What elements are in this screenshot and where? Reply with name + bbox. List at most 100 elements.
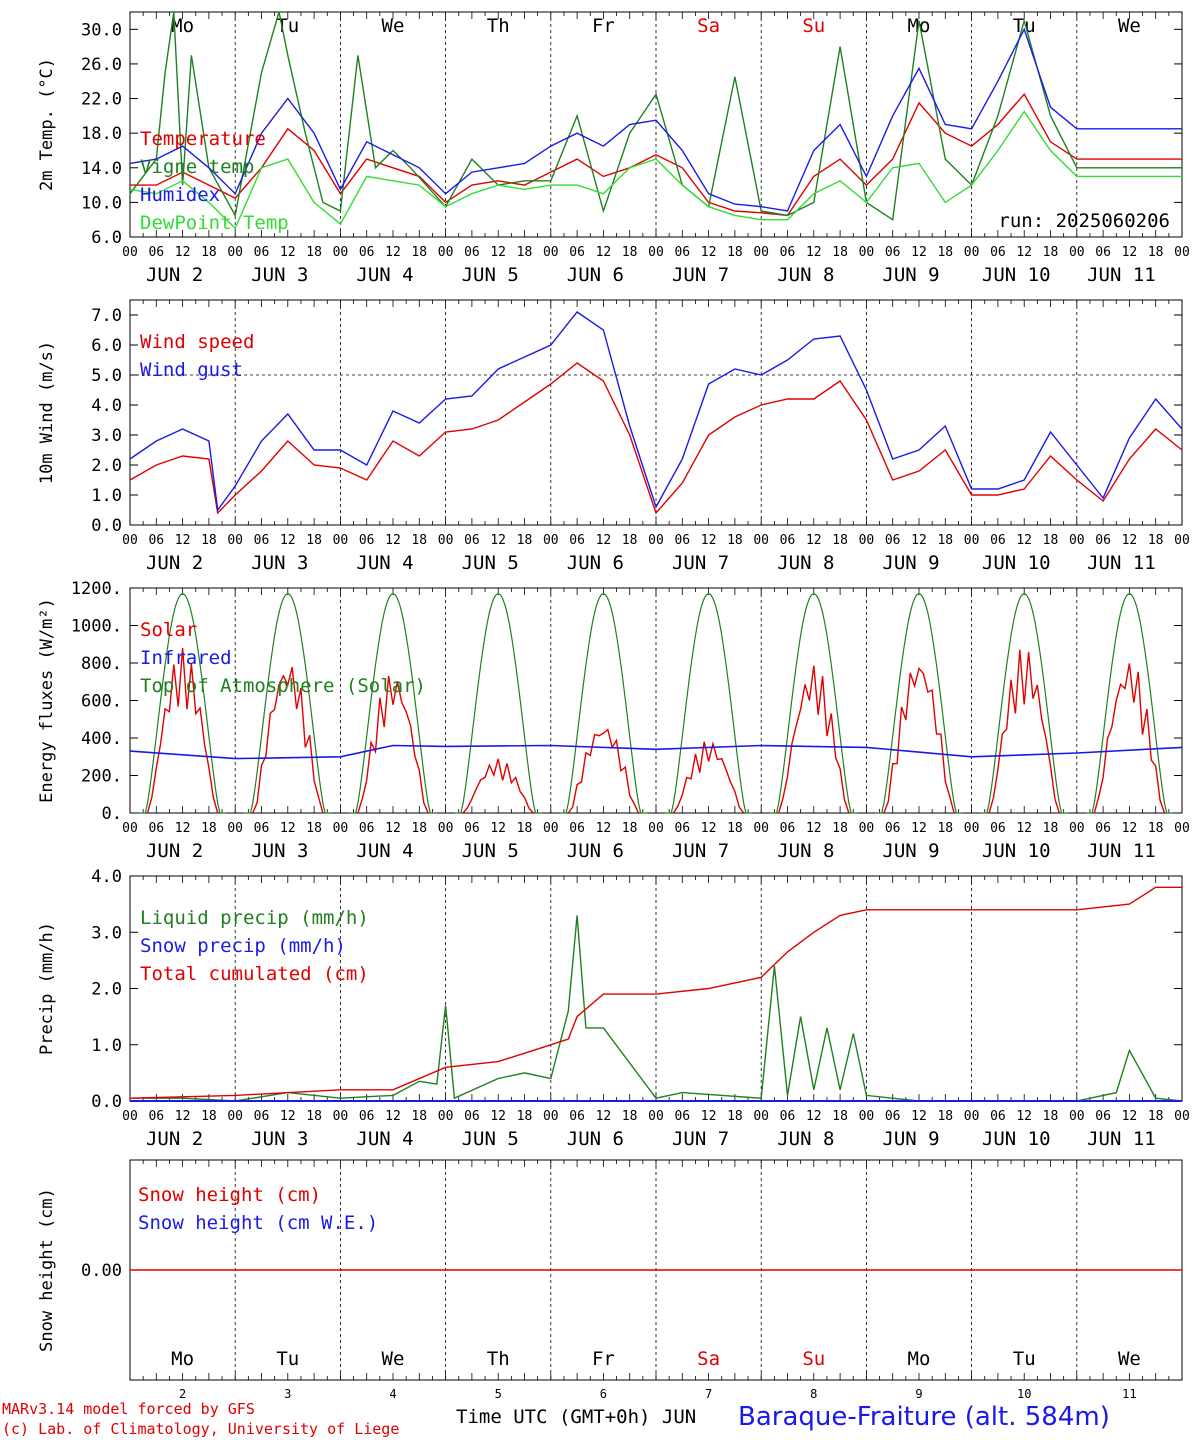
hour-tick-label: 00 [227, 245, 243, 260]
hour-tick-label: 12 [806, 821, 822, 836]
hour-tick-label: 18 [201, 1109, 217, 1124]
weekday-label: We [1118, 15, 1141, 37]
day-number-label: 6 [600, 1387, 607, 1401]
series-line-solar [462, 758, 534, 814]
weekday-label: Mo [908, 1348, 931, 1370]
y-tick-label: 0.00 [81, 1261, 122, 1281]
hour-tick-label: 00 [648, 245, 664, 260]
day-number-label: 3 [284, 1387, 291, 1401]
hour-tick-label: 18 [937, 533, 953, 548]
weekday-label: Tu [276, 15, 299, 37]
hour-tick-label: 18 [411, 245, 427, 260]
hour-tick-label: 06 [569, 245, 585, 260]
hour-tick-label: 06 [990, 1109, 1006, 1124]
hour-tick-label: 12 [490, 245, 506, 260]
date-label: JUN 6 [567, 264, 624, 286]
weekday-label: Tu [1013, 15, 1036, 37]
hour-tick-label: 12 [385, 1109, 401, 1124]
hour-tick-label: 00 [122, 821, 138, 836]
hour-tick-label: 00 [543, 1109, 559, 1124]
hour-tick-label: 06 [780, 821, 796, 836]
hour-tick-label: 18 [306, 245, 322, 260]
hour-tick-label: 18 [832, 1109, 848, 1124]
hour-tick-label: 12 [596, 533, 612, 548]
series-line-toa-solar [138, 592, 227, 814]
hour-tick-label: 06 [254, 245, 270, 260]
hour-tick-label: 18 [832, 821, 848, 836]
hour-tick-label: 00 [1174, 533, 1190, 548]
hour-tick-label: 00 [438, 533, 454, 548]
hour-tick-label: 12 [806, 533, 822, 548]
model-credit: MARv3.14 model forced by GFS [2, 1400, 255, 1418]
series-line-toa-solar [875, 592, 963, 814]
hour-tick-label: 00 [1174, 821, 1190, 836]
hour-tick-label: 18 [1043, 1109, 1059, 1124]
hour-tick-label: 06 [674, 821, 690, 836]
hour-tick-label: 00 [122, 245, 138, 260]
hour-tick-label: 12 [175, 1109, 191, 1124]
date-label: JUN 2 [146, 840, 203, 862]
hour-tick-label: 18 [306, 1109, 322, 1124]
run-label: run: 2025060206 [998, 210, 1170, 232]
legend-entry: Solar [140, 619, 197, 641]
hour-tick-label: 00 [1069, 1109, 1085, 1124]
hour-tick-label: 00 [227, 821, 243, 836]
hour-tick-label: 06 [464, 821, 480, 836]
day-number-label: 4 [389, 1387, 396, 1401]
hour-tick-label: 18 [517, 1109, 533, 1124]
hour-tick-label: 00 [753, 245, 769, 260]
date-label: JUN 10 [982, 552, 1051, 574]
hour-tick-label: 12 [1016, 245, 1032, 260]
hour-tick-label: 12 [175, 533, 191, 548]
hour-tick-label: 06 [569, 821, 585, 836]
hour-tick-label: 00 [1069, 821, 1085, 836]
hour-tick-label: 18 [1148, 821, 1164, 836]
legend-entry: Snow height (cm W.E.) [138, 1212, 378, 1234]
hour-tick-label: 12 [701, 533, 717, 548]
hour-tick-label: 06 [148, 821, 164, 836]
legend-entry: Wind gust [140, 359, 243, 381]
hour-tick-label: 00 [753, 1109, 769, 1124]
date-label: JUN 7 [672, 1128, 729, 1150]
legend-entry: Temperature [140, 128, 266, 150]
day-number-label: 7 [705, 1387, 712, 1401]
y-tick-label: 2.0 [91, 980, 122, 1000]
hour-tick-label: 18 [937, 1109, 953, 1124]
hour-tick-label: 06 [254, 533, 270, 548]
day-number-label: 11 [1122, 1387, 1136, 1401]
hour-tick-label: 18 [411, 821, 427, 836]
hour-tick-label: 00 [859, 1109, 875, 1124]
date-label: JUN 4 [356, 1128, 413, 1150]
hour-tick-label: 12 [490, 1109, 506, 1124]
y-tick-label: 1.0 [91, 486, 122, 506]
date-label: JUN 5 [462, 840, 519, 862]
y-tick-label: 6.0 [91, 336, 122, 356]
series-line-solar [357, 675, 429, 814]
hour-tick-label: 06 [254, 821, 270, 836]
hour-tick-label: 06 [148, 245, 164, 260]
hour-tick-label: 06 [359, 245, 375, 260]
y-axis-label: Energy fluxes (W/m²) [37, 598, 57, 803]
hour-tick-label: 18 [1043, 245, 1059, 260]
y-tick-label: 7.0 [91, 306, 122, 326]
hour-tick-label: 12 [280, 1109, 296, 1124]
hour-tick-label: 06 [464, 1109, 480, 1124]
y-tick-label: 18.0 [81, 124, 122, 144]
hour-tick-label: 06 [569, 1109, 585, 1124]
y-tick-label: 6.0 [91, 228, 122, 248]
hour-tick-label: 12 [911, 1109, 927, 1124]
hour-tick-label: 18 [411, 533, 427, 548]
date-label: JUN 4 [356, 840, 413, 862]
series-line-solar [252, 667, 324, 814]
hour-tick-label: 06 [885, 1109, 901, 1124]
y-tick-label: 1000. [71, 617, 122, 637]
hour-tick-label: 06 [569, 533, 585, 548]
hour-tick-label: 18 [1043, 533, 1059, 548]
hour-tick-label: 18 [306, 821, 322, 836]
weekday-label: Su [802, 1348, 825, 1370]
y-axis-label: 2m Temp. (°C) [37, 58, 57, 191]
date-label: JUN 9 [882, 840, 939, 862]
weekday-label: Sa [697, 1348, 720, 1370]
hour-tick-label: 00 [333, 533, 349, 548]
